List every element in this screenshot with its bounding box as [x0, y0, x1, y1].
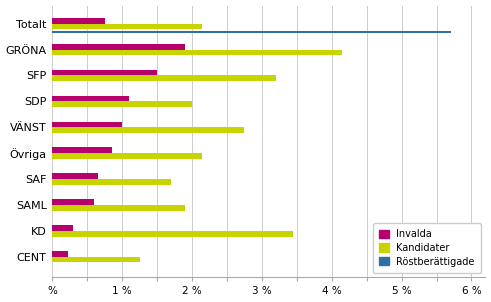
- Bar: [52, 96, 129, 101]
- Bar: [52, 127, 245, 133]
- Bar: [52, 18, 105, 24]
- Bar: [52, 24, 202, 29]
- Bar: [52, 231, 293, 236]
- Bar: [52, 199, 94, 205]
- Bar: [52, 121, 122, 127]
- Bar: [52, 153, 202, 159]
- Bar: [52, 76, 276, 81]
- Bar: [52, 44, 185, 50]
- Bar: [52, 101, 192, 107]
- Bar: [52, 257, 139, 262]
- Legend: Invalda, Kandidater, Röstberättigade: Invalda, Kandidater, Röstberättigade: [373, 223, 481, 273]
- Bar: [52, 225, 73, 231]
- Bar: [52, 147, 111, 153]
- Bar: [52, 70, 157, 76]
- Bar: [52, 179, 171, 185]
- Bar: [52, 205, 185, 210]
- Bar: [52, 31, 451, 33]
- Bar: [52, 50, 342, 55]
- Bar: [52, 173, 98, 179]
- Bar: [52, 251, 68, 257]
